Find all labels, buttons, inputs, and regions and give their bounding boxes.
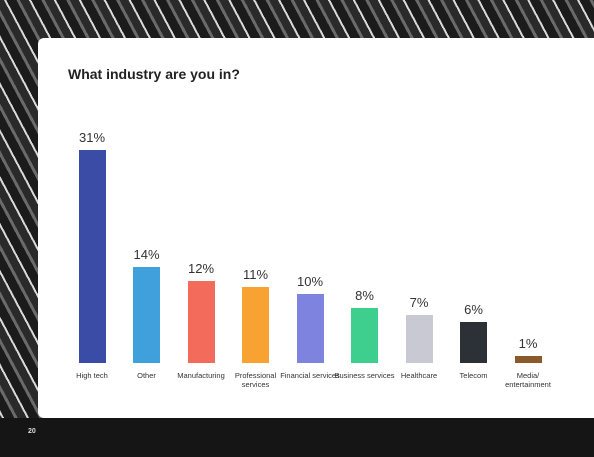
value-label: 11% [242,267,269,283]
bar [133,266,160,363]
x-tick-label: Media/ entertainment [505,371,551,389]
x-tick-label: High tech [76,371,108,380]
bar [460,321,487,363]
card: What industry are you in? 31% High tech 14… [38,38,594,418]
bar [187,280,215,363]
chart-title: What industry are you in? [68,66,240,82]
plot-area: 31% High tech 14% Other 12% Manufacturing 11% P… [38,38,594,418]
x-tick-label: Manufacturing [177,371,225,380]
bar [405,314,433,363]
x-tick-label: Financial services [280,371,340,380]
value-label: 12% [187,260,215,276]
bar [351,308,378,363]
x-tick-label: Healthcare [400,371,438,380]
x-tick-label: Other [137,371,156,380]
value-label: 10% [296,274,324,290]
x-tick-label: Telecom [459,371,488,380]
value-label: 7% [409,294,429,310]
footer: 20 [0,418,594,457]
bar [78,150,106,363]
value-label: 31% [78,130,106,145]
value-label: 14% [133,246,160,262]
page-number: 20 [28,428,36,435]
bar [242,287,269,363]
value-label: 6% [464,301,483,317]
value-label: 8% [355,288,374,304]
bar [514,356,542,363]
value-label: 1% [518,336,538,352]
x-tick-label: Business services [334,371,395,380]
bar [296,294,324,363]
x-tick-label: Professional services [234,371,277,389]
